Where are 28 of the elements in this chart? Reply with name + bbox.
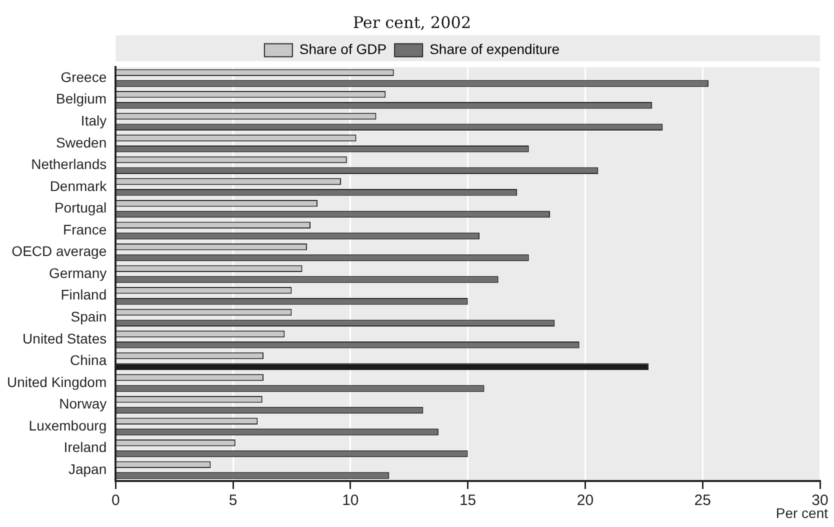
y-tick-label: Luxembourg — [28, 417, 107, 434]
y-tick-label: Italy — [80, 112, 107, 129]
y-tick-label: Spain — [70, 308, 107, 325]
y-tick-label: China — [70, 352, 107, 368]
y-tick-label: OECD average — [12, 243, 107, 260]
y-tick-label: United Kingdom — [6, 374, 107, 390]
x-tick-label: 25 — [694, 492, 711, 510]
x-tick-label: 20 — [576, 492, 594, 510]
legend-label: Share of expenditure — [430, 41, 560, 58]
y-tick-label: Netherlands — [31, 156, 107, 172]
y-tick-label: Germany — [49, 264, 107, 281]
y-tick-label: Japan — [68, 460, 107, 477]
y-tick-label: Greece — [60, 68, 107, 85]
y-tick-label: Denmark — [50, 178, 108, 194]
y-tick-label: United States — [22, 330, 107, 346]
y-tick-label: Norway — [59, 396, 107, 412]
y-tick-label: Portugal — [54, 200, 107, 216]
legend-label: Share of GDP — [299, 41, 387, 58]
x-tick-label: 5 — [228, 492, 238, 510]
x-tick-label: 10 — [342, 492, 359, 510]
x-tick-label: 15 — [459, 492, 476, 510]
y-tick-label: Finland — [60, 286, 107, 303]
y-tick-label: France — [63, 221, 107, 238]
x-tick-label: 0 — [111, 492, 120, 510]
y-tick-label: Sweden — [56, 134, 107, 150]
y-tick-label: Belgium — [56, 90, 107, 107]
chart-subtitle: Per cent, 2002 — [352, 12, 472, 32]
y-tick-label: Ireland — [64, 439, 107, 456]
